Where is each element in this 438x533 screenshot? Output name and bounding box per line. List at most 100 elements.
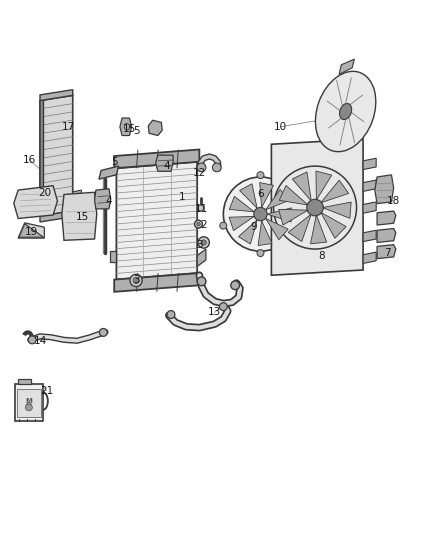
Circle shape	[254, 207, 267, 221]
Polygon shape	[18, 223, 44, 238]
Text: 6: 6	[257, 189, 264, 199]
Circle shape	[231, 281, 240, 289]
Polygon shape	[114, 273, 199, 292]
Text: 17: 17	[62, 122, 75, 132]
Text: M: M	[25, 398, 32, 404]
Text: 7: 7	[384, 248, 390, 259]
Circle shape	[197, 222, 200, 226]
Polygon shape	[110, 251, 117, 262]
Polygon shape	[339, 59, 354, 75]
Polygon shape	[18, 379, 31, 384]
Polygon shape	[375, 175, 394, 204]
Text: 1: 1	[179, 192, 185, 201]
Text: 20: 20	[38, 188, 51, 198]
Circle shape	[307, 199, 323, 216]
Text: 2: 2	[201, 220, 207, 230]
Circle shape	[99, 328, 107, 336]
Circle shape	[197, 163, 206, 172]
Polygon shape	[265, 219, 288, 240]
Polygon shape	[363, 180, 376, 191]
Text: 19: 19	[25, 227, 38, 237]
Circle shape	[194, 220, 202, 228]
Circle shape	[201, 240, 206, 245]
Circle shape	[223, 177, 297, 251]
Polygon shape	[40, 95, 73, 216]
Polygon shape	[62, 192, 97, 240]
Text: 8: 8	[318, 251, 325, 261]
Polygon shape	[73, 190, 81, 199]
Text: 3: 3	[196, 240, 203, 249]
Ellipse shape	[339, 103, 352, 119]
Text: 15: 15	[76, 212, 89, 222]
Polygon shape	[363, 252, 376, 263]
Polygon shape	[17, 389, 41, 417]
Circle shape	[197, 277, 206, 286]
Text: 14: 14	[33, 336, 46, 346]
Circle shape	[257, 249, 264, 256]
Text: 3: 3	[133, 276, 139, 286]
Circle shape	[130, 274, 142, 287]
Circle shape	[198, 237, 209, 248]
Circle shape	[294, 199, 301, 206]
Circle shape	[212, 163, 221, 172]
Circle shape	[198, 205, 204, 211]
Polygon shape	[14, 384, 43, 422]
Text: 11: 11	[195, 204, 208, 214]
Polygon shape	[148, 120, 162, 135]
Polygon shape	[114, 149, 199, 168]
Polygon shape	[229, 216, 254, 231]
Text: 5: 5	[111, 157, 117, 167]
Polygon shape	[260, 183, 273, 207]
Circle shape	[220, 222, 227, 229]
Polygon shape	[258, 221, 272, 246]
Polygon shape	[95, 189, 111, 209]
Text: 15: 15	[123, 124, 136, 134]
Text: 18: 18	[387, 196, 400, 206]
Polygon shape	[363, 202, 376, 213]
Polygon shape	[311, 215, 327, 244]
Polygon shape	[377, 211, 396, 225]
Polygon shape	[267, 208, 291, 222]
Polygon shape	[99, 166, 119, 179]
Polygon shape	[40, 211, 73, 222]
Text: 12: 12	[193, 168, 206, 177]
Text: 5: 5	[133, 126, 139, 136]
Circle shape	[167, 311, 175, 318]
Text: 4: 4	[106, 196, 112, 206]
Polygon shape	[240, 184, 257, 208]
Polygon shape	[238, 220, 257, 244]
Circle shape	[257, 172, 264, 179]
Polygon shape	[321, 212, 346, 238]
Polygon shape	[321, 180, 349, 203]
Polygon shape	[377, 245, 396, 259]
Polygon shape	[279, 209, 308, 225]
Ellipse shape	[315, 71, 376, 152]
Text: 21: 21	[40, 386, 53, 396]
Polygon shape	[279, 185, 308, 205]
Polygon shape	[155, 155, 173, 171]
Text: 13: 13	[208, 308, 221, 317]
Polygon shape	[272, 139, 363, 275]
Polygon shape	[120, 118, 132, 135]
Circle shape	[28, 336, 36, 344]
Circle shape	[133, 277, 139, 284]
Polygon shape	[40, 90, 73, 101]
Polygon shape	[377, 229, 396, 243]
Polygon shape	[229, 196, 254, 212]
Text: 16: 16	[22, 155, 36, 165]
Polygon shape	[40, 100, 43, 216]
Polygon shape	[292, 172, 311, 201]
Polygon shape	[363, 230, 376, 241]
Text: 10: 10	[274, 122, 287, 132]
Polygon shape	[288, 214, 311, 241]
Circle shape	[25, 404, 32, 411]
Polygon shape	[322, 202, 351, 219]
Polygon shape	[197, 249, 206, 266]
Polygon shape	[363, 158, 376, 169]
Polygon shape	[316, 171, 332, 200]
Circle shape	[219, 303, 227, 311]
Text: 9: 9	[251, 222, 257, 232]
Polygon shape	[14, 185, 57, 219]
Polygon shape	[117, 161, 197, 280]
Polygon shape	[19, 224, 43, 237]
